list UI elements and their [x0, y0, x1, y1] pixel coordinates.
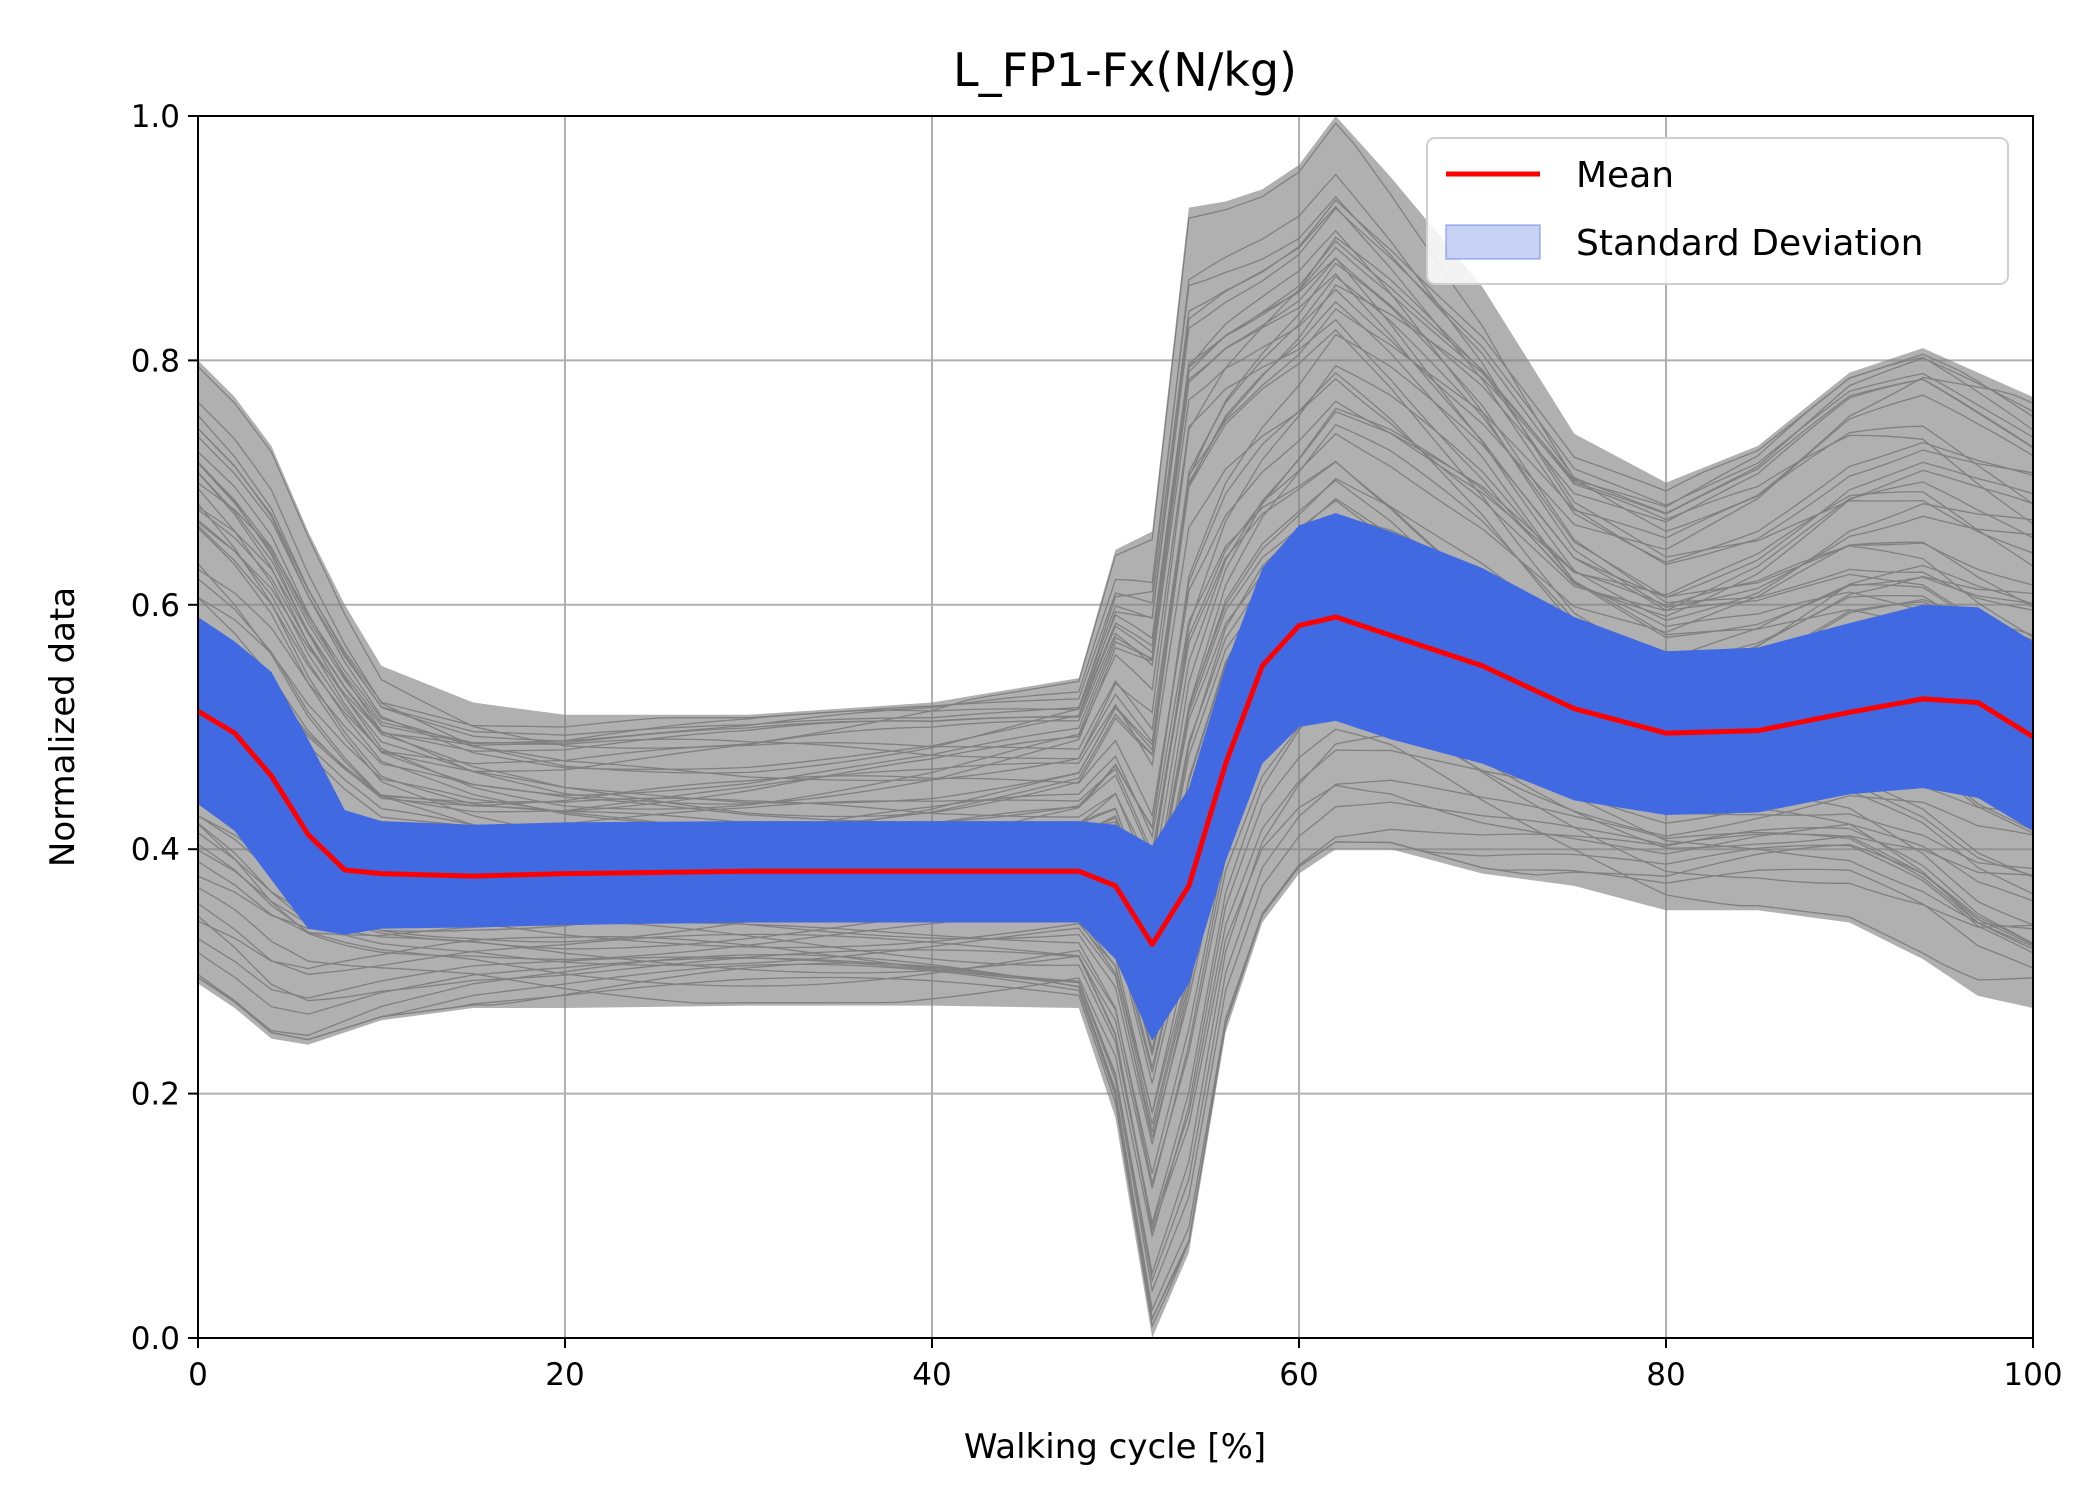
legend: Mean Standard Deviation [1426, 137, 2009, 285]
trial-curve [197, 205, 2034, 771]
trial-curve [197, 246, 2034, 745]
x-tick-label: 100 [2003, 1357, 2062, 1393]
x-axis-label: Walking cycle [%] [964, 1427, 1266, 1467]
trial-curve [197, 300, 2034, 829]
std-band [198, 513, 2033, 1042]
trial-curve [197, 262, 2034, 818]
mean-line [196, 614, 2035, 948]
y-tick-label: 0.2 [131, 1077, 180, 1113]
trial-curve [197, 257, 2034, 810]
trial-curve [197, 207, 2034, 736]
trial-curve [197, 199, 2034, 728]
trial-curve [197, 377, 2034, 813]
trial-curve [197, 275, 2034, 804]
mean-line-group [196, 614, 2035, 948]
y-tick-label: 0.6 [131, 588, 180, 624]
y-tick-label: 0.0 [131, 1321, 180, 1357]
trial-curve [197, 122, 2034, 749]
x-tick-label: 80 [1646, 1357, 1685, 1393]
trial-curve [197, 257, 2034, 752]
x-tick-label: 40 [912, 1357, 951, 1393]
trial-curve [197, 400, 2034, 818]
std-band-area [198, 513, 2033, 1042]
legend-box [1426, 137, 2009, 285]
trial-curve [197, 272, 2034, 796]
ticks: 0 20 40 60 80 100 0.0 0.2 0.4 0.6 0.8 1.0 [131, 99, 2063, 1393]
y-tick-label: 1.0 [131, 99, 180, 135]
legend-mean-label: Mean [1576, 155, 1674, 196]
trial-curve [197, 288, 2034, 772]
trial-curve [197, 173, 2034, 774]
trial-curve [197, 841, 2034, 1322]
y-axis-label: Normalized data [43, 587, 83, 867]
trial-curve [197, 801, 2034, 1293]
trial-curve [197, 841, 2034, 1329]
trial-curve [197, 827, 2034, 1312]
y-tick-label: 0.4 [131, 832, 180, 868]
legend-std-swatch [1445, 224, 1541, 260]
trial-curve [197, 284, 2034, 760]
trial-curve [197, 318, 2034, 812]
chart-title: L_FP1-Fx(N/kg) [953, 43, 1297, 97]
legend-std-label: Standard Deviation [1576, 223, 1923, 264]
trial-envelope [198, 116, 2033, 1338]
trial-curve [197, 196, 2034, 742]
plot-frame [197, 115, 2034, 1339]
x-tick-label: 0 [188, 1357, 208, 1393]
y-tick-label: 0.8 [131, 343, 180, 379]
x-tick-label: 20 [545, 1357, 584, 1393]
trial-curve [197, 229, 2034, 805]
x-tick-label: 60 [1279, 1357, 1318, 1393]
